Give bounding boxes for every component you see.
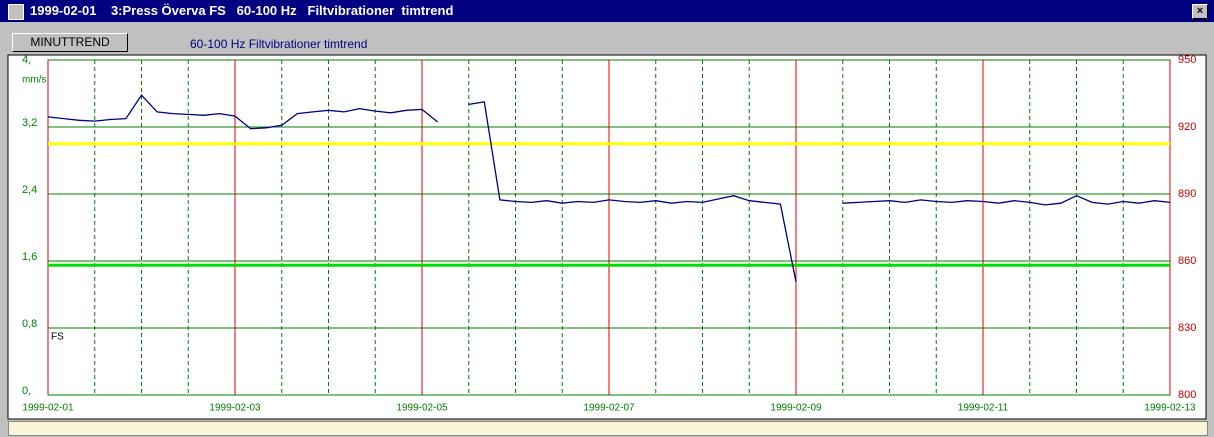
y2-tick-label: 830 (1178, 322, 1196, 334)
x-tick-label: 1999-02-03 (209, 403, 261, 414)
y2-tick-label: 860 (1178, 255, 1196, 267)
series-line (47, 94, 1171, 283)
y2-tick-label: 800 (1178, 389, 1196, 401)
y2-tick-label: 890 (1178, 188, 1196, 200)
status-bar (8, 421, 1208, 436)
minute-trend-button[interactable]: MINUTTREND (12, 33, 128, 52)
x-tick-label: 1999-02-05 (396, 403, 448, 414)
x-tick-label: 1999-02-13 (1144, 403, 1196, 414)
x-tick-label: 1999-02-11 (958, 403, 1009, 414)
y-tick-label: 0,8 (22, 318, 37, 330)
annotation: FS (51, 332, 64, 343)
y-tick-label: 4, (22, 54, 31, 66)
y-tick-label: 2,4 (22, 184, 37, 196)
x-tick-label: 1999-02-01 (22, 403, 74, 414)
y2-tick-label: 950 (1178, 54, 1196, 66)
window-title: 1999-02-01 3:Press Överva FS 60-100 Hz F… (30, 3, 454, 18)
title-bar: 1999-02-01 3:Press Överva FS 60-100 Hz F… (0, 0, 1214, 22)
y-tick-label: 1,6 (22, 251, 37, 263)
y-tick-label: 0, (22, 385, 31, 397)
chart-title: 60-100 Hz Filtvibrationer timtrend (190, 37, 368, 51)
x-tick-label: 1999-02-07 (583, 403, 635, 414)
app-icon (8, 4, 24, 20)
y2-tick-label: 920 (1178, 121, 1196, 133)
x-tick-label: 1999-02-09 (770, 403, 822, 414)
y-unit: mm/s (22, 75, 46, 86)
y-tick-label: 3,2 (22, 117, 37, 129)
close-button[interactable]: × (1192, 4, 1208, 19)
